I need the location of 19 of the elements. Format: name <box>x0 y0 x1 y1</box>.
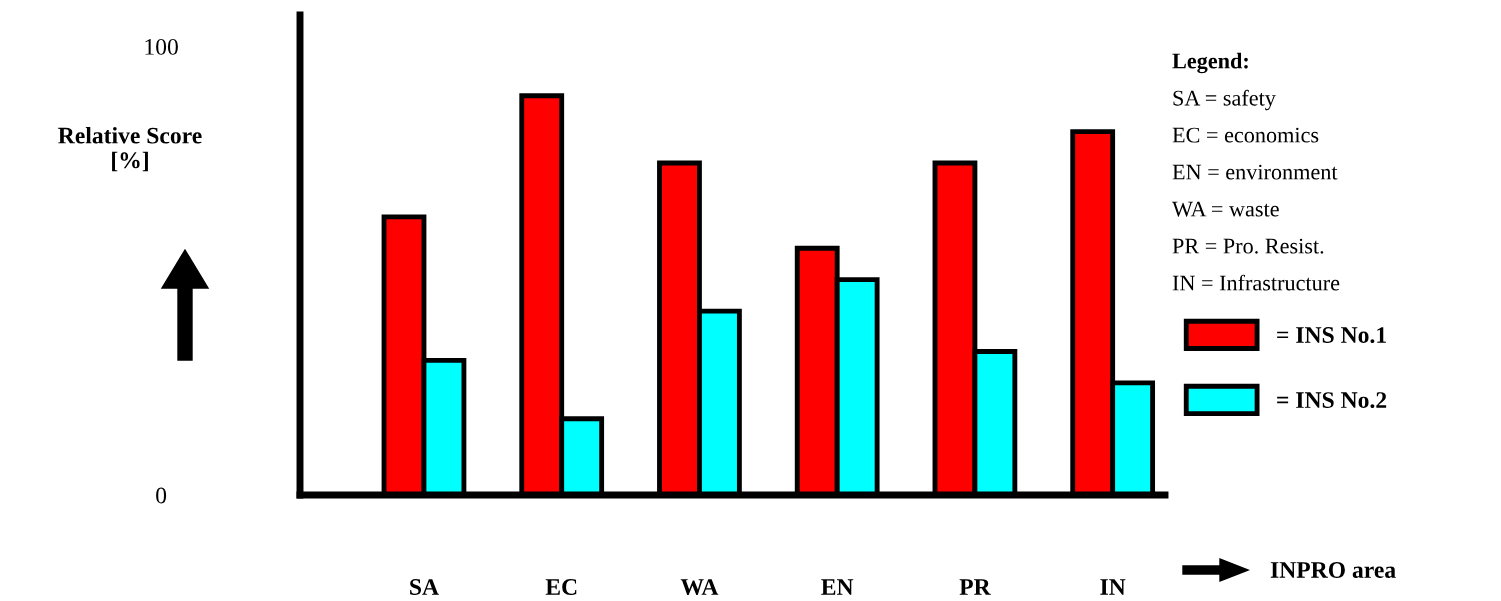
x-tick-label: WA <box>680 579 719 596</box>
legend-label: = INS No.2 <box>1277 392 1387 409</box>
text: Legend: <box>1172 52 1248 74</box>
y-axis-title: Relative Score [%] <box>58 126 202 172</box>
x-axis-title: INPRO area <box>1270 562 1396 578</box>
x-tick-label: EC <box>545 579 577 595</box>
legend-label: = INS No.1 <box>1277 327 1386 344</box>
y-tick-label: 0 <box>156 487 167 504</box>
x-tick-label: EN <box>821 579 854 595</box>
text: SA = safety <box>1173 89 1276 111</box>
x-tick-label: SA <box>410 579 439 595</box>
x-tick-label: PR <box>959 579 991 595</box>
text: WA = waste <box>1172 201 1279 217</box>
text: EC = economics <box>1172 127 1319 143</box>
text: EN = environment <box>1172 164 1338 180</box>
text: IN = Infrastructure <box>1172 274 1340 291</box>
text: PR = Pro. Resist. <box>1172 238 1324 254</box>
y-tick-label: 100 <box>145 38 178 55</box>
x-tick-label: IN <box>1100 579 1126 595</box>
